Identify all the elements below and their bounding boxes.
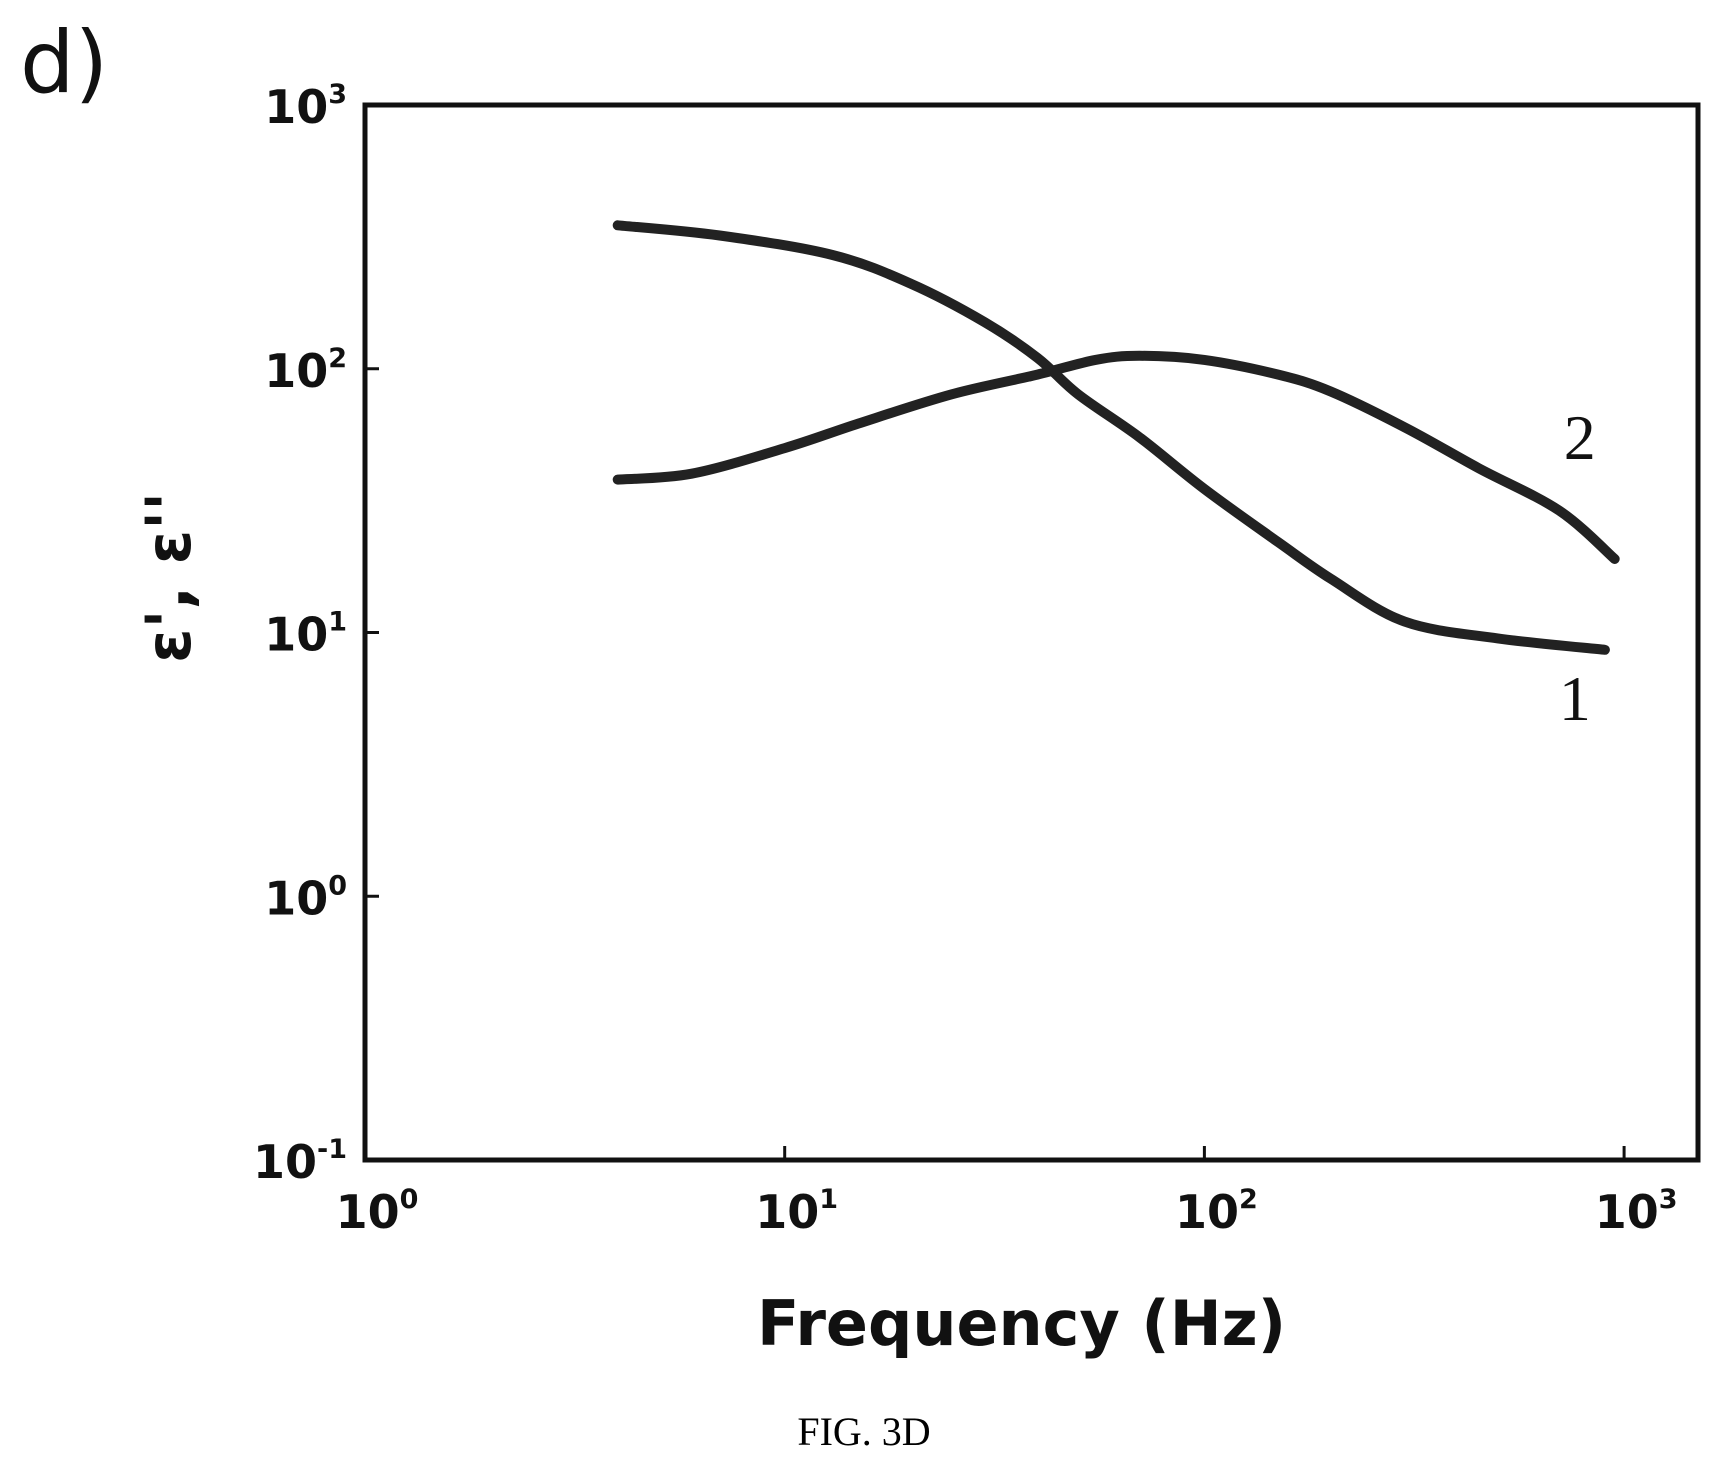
- x-tick-label-3: 103: [1595, 1184, 1678, 1239]
- x-axis-label: Frequency (Hz): [757, 1287, 1286, 1360]
- y-tick-label-3: 102: [264, 343, 347, 398]
- figure-caption: FIG. 3D: [797, 1409, 930, 1454]
- y-tick-label-0: 10-1: [253, 1134, 347, 1189]
- y-tick-label-1: 100: [264, 870, 347, 925]
- series-layer: 12: [612, 220, 1620, 734]
- y-axis-label: ε', ε'': [132, 492, 205, 663]
- x-tick-label-1: 101: [755, 1184, 838, 1239]
- series-1-label: 1: [1559, 663, 1591, 734]
- series-1-line: [612, 220, 1610, 655]
- y-tick-label-2: 101: [264, 607, 347, 662]
- plot-frame: [362, 102, 1701, 1163]
- series-2-line: [612, 350, 1620, 564]
- series-2-label: 2: [1564, 402, 1596, 473]
- x-tick-label-0: 100: [336, 1184, 419, 1239]
- panel-label: d): [20, 13, 108, 113]
- x-tick-label-2: 102: [1175, 1184, 1258, 1239]
- y-tick-label-4: 103: [264, 79, 347, 134]
